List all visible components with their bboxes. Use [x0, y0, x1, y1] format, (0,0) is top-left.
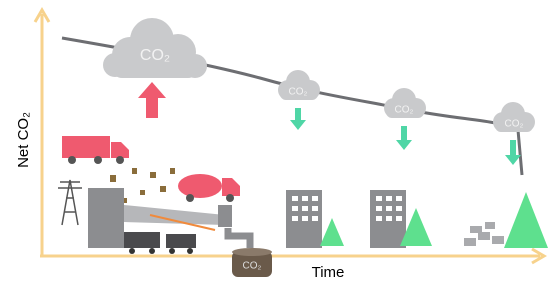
truck [178, 174, 240, 202]
cloud: CO₂ [493, 102, 535, 132]
storage: CO₂ [232, 248, 272, 277]
cloud-label: CO₂ [505, 119, 524, 130]
pylon [58, 180, 82, 225]
cloud: CO₂ [103, 18, 207, 78]
up-arrow [138, 82, 166, 118]
cloud-label: CO₂ [395, 105, 414, 116]
cloud-label: CO₂ [140, 47, 170, 64]
cloud: CO₂ [278, 70, 320, 100]
down-arrow [396, 126, 412, 150]
building [370, 190, 406, 248]
diagram: Net CO₂ Time CO₂ CO₂ CO₂ CO₂ [0, 0, 550, 285]
building [286, 190, 322, 248]
down-arrow [290, 108, 306, 130]
truck [62, 136, 129, 164]
x-axis-label: Time [312, 264, 345, 281]
rubble [464, 222, 504, 246]
cloud: CO₂ [384, 88, 426, 118]
cloud-label: CO₂ [289, 87, 308, 98]
tree [320, 192, 548, 248]
y-axis-label: Net CO₂ [15, 112, 32, 168]
cart [124, 232, 196, 254]
storage-label: CO₂ [243, 261, 262, 272]
